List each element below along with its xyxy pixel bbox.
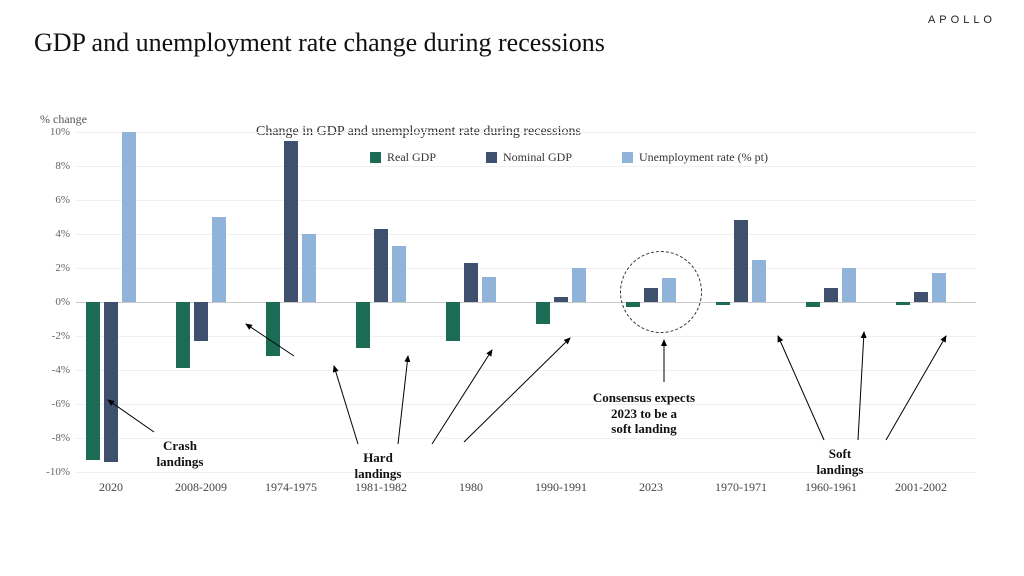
legend-swatch	[486, 152, 497, 163]
y-tick-label: 2%	[55, 262, 70, 274]
y-tick-label: -4%	[52, 364, 70, 376]
legend-label: Unemployment rate (% pt)	[639, 150, 768, 165]
bar	[104, 302, 118, 462]
annotation-consensus-2023: Consensus expects2023 to be asoft landin…	[569, 390, 719, 437]
legend-item: Real GDP	[370, 150, 436, 165]
y-tick-label: -6%	[52, 398, 70, 410]
annotation-crash-landings: Crashlandings	[135, 438, 225, 469]
bar	[176, 302, 190, 368]
chart-legend: Real GDP Nominal GDP Unemployment rate (% …	[370, 150, 768, 165]
y-tick-label: -2%	[52, 330, 70, 342]
legend-label: Real GDP	[387, 150, 436, 165]
bar	[914, 292, 928, 302]
y-tick-label: -10%	[46, 466, 70, 478]
bar	[284, 141, 298, 303]
grouped-bar-chart: -10%-8%-6%-4%-2%0%2%4%6%8%10%	[76, 132, 976, 472]
gridline	[76, 268, 976, 269]
y-tick-label: 4%	[55, 228, 70, 240]
y-axis-unit-label: % change	[40, 112, 87, 127]
legend-swatch	[370, 152, 381, 163]
bar	[122, 132, 136, 302]
gridline	[76, 132, 976, 133]
bar	[734, 220, 748, 302]
gridline	[76, 302, 976, 303]
bar	[896, 302, 910, 305]
legend-swatch	[622, 152, 633, 163]
bar	[86, 302, 100, 460]
highlight-circle-2023	[620, 251, 702, 333]
bar	[446, 302, 460, 341]
bar	[374, 229, 388, 302]
brand-logo: APOLLO	[928, 14, 996, 26]
bar	[356, 302, 370, 348]
gridline	[76, 200, 976, 201]
legend-item: Nominal GDP	[486, 150, 572, 165]
bar	[464, 263, 478, 302]
page-title: GDP and unemployment rate change during …	[34, 28, 605, 58]
gridline	[76, 234, 976, 235]
bar	[392, 246, 406, 302]
legend-label: Nominal GDP	[503, 150, 572, 165]
y-tick-label: 0%	[55, 296, 70, 308]
annotation-hard-landings: Hardlandings	[333, 450, 423, 481]
y-tick-label: 8%	[55, 160, 70, 172]
y-tick-label: 10%	[50, 126, 70, 138]
bar	[536, 302, 550, 324]
y-tick-label: 6%	[55, 194, 70, 206]
bar	[806, 302, 820, 307]
bar	[572, 268, 586, 302]
bar	[194, 302, 208, 341]
gridline	[76, 166, 976, 167]
bar	[302, 234, 316, 302]
bar	[752, 260, 766, 303]
gridline	[76, 370, 976, 371]
x-tick-label: 2001-2002	[861, 480, 981, 495]
bar	[842, 268, 856, 302]
bar	[554, 297, 568, 302]
y-tick-label: -8%	[52, 432, 70, 444]
annotation-soft-landings: Softlandings	[795, 446, 885, 477]
legend-item: Unemployment rate (% pt)	[622, 150, 768, 165]
bar	[932, 273, 946, 302]
bar	[212, 217, 226, 302]
gridline	[76, 336, 976, 337]
bar	[482, 277, 496, 303]
gridline	[76, 404, 976, 405]
bar	[716, 302, 730, 305]
bar	[266, 302, 280, 356]
bar	[824, 288, 838, 302]
